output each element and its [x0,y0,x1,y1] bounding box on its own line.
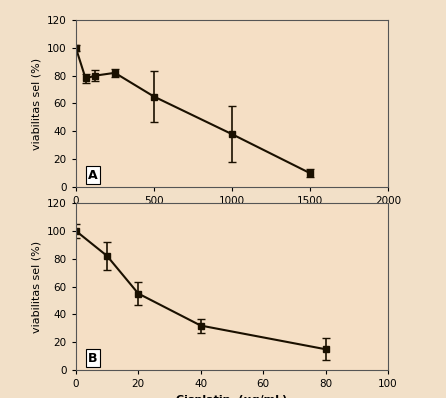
Y-axis label: viabilitas sel (%): viabilitas sel (%) [32,240,41,333]
X-axis label: Cisplatin  (µg/mL): Cisplatin (µg/mL) [176,395,288,398]
X-axis label: Ekstrak Daun Keladi Tikus (µg/mL): Ekstrak Daun Keladi Tikus (µg/mL) [124,212,340,222]
Y-axis label: viabilitas sel (%): viabilitas sel (%) [32,57,41,150]
Text: A: A [88,169,98,182]
Text: B: B [88,352,98,365]
